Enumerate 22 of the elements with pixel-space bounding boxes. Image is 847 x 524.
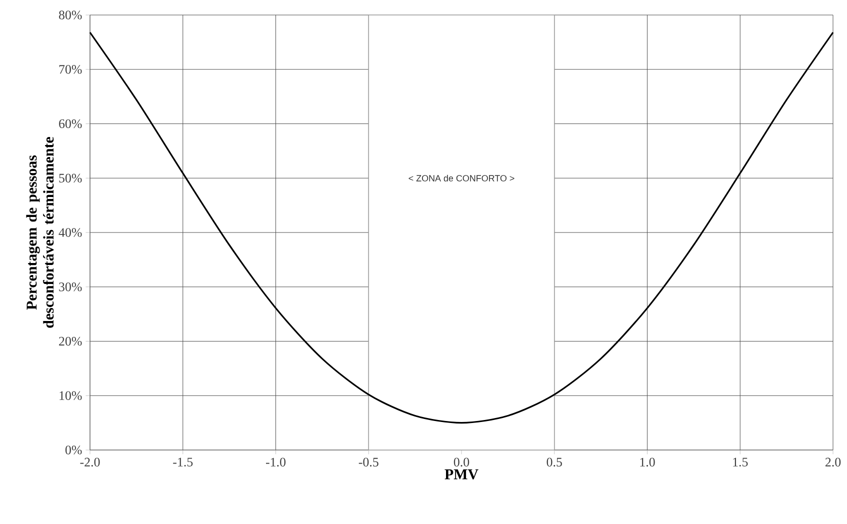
x-tick-label: 0.5: [546, 458, 562, 467]
x-tick-label: 0.0: [454, 458, 470, 467]
y-tick-label: 20%: [59, 336, 82, 346]
x-tick-label: -1.0: [266, 458, 286, 467]
x-tick-label: -0.5: [358, 458, 378, 467]
y-tick-label: 30%: [59, 282, 82, 292]
band-label: < ZONA de CONFORTO >: [408, 174, 514, 182]
line-series: [89, 32, 834, 424]
x-tick-label: -1.5: [173, 458, 193, 467]
y-tick-label: 0%: [65, 446, 82, 454]
x-tick-label: 1.5: [733, 458, 748, 467]
y-tick-label: 80%: [58, 10, 82, 20]
y-tick-label: 10%: [60, 391, 82, 400]
y-tick-label: 40%: [58, 228, 82, 237]
y-axis-title: Percentagem de pessoas desconfortáveis térmicamente: [26, 137, 54, 328]
y-tick-label: 60%: [59, 119, 82, 128]
x-tick-label: -2.0: [80, 458, 100, 467]
y-tick-label: 50%: [59, 174, 82, 183]
x-tick-label: 2.0: [825, 458, 841, 467]
x-tick-label: 1.0: [640, 458, 655, 467]
y-tick-label: 70%: [59, 64, 82, 74]
x-axis-title: PMV: [444, 469, 478, 480]
